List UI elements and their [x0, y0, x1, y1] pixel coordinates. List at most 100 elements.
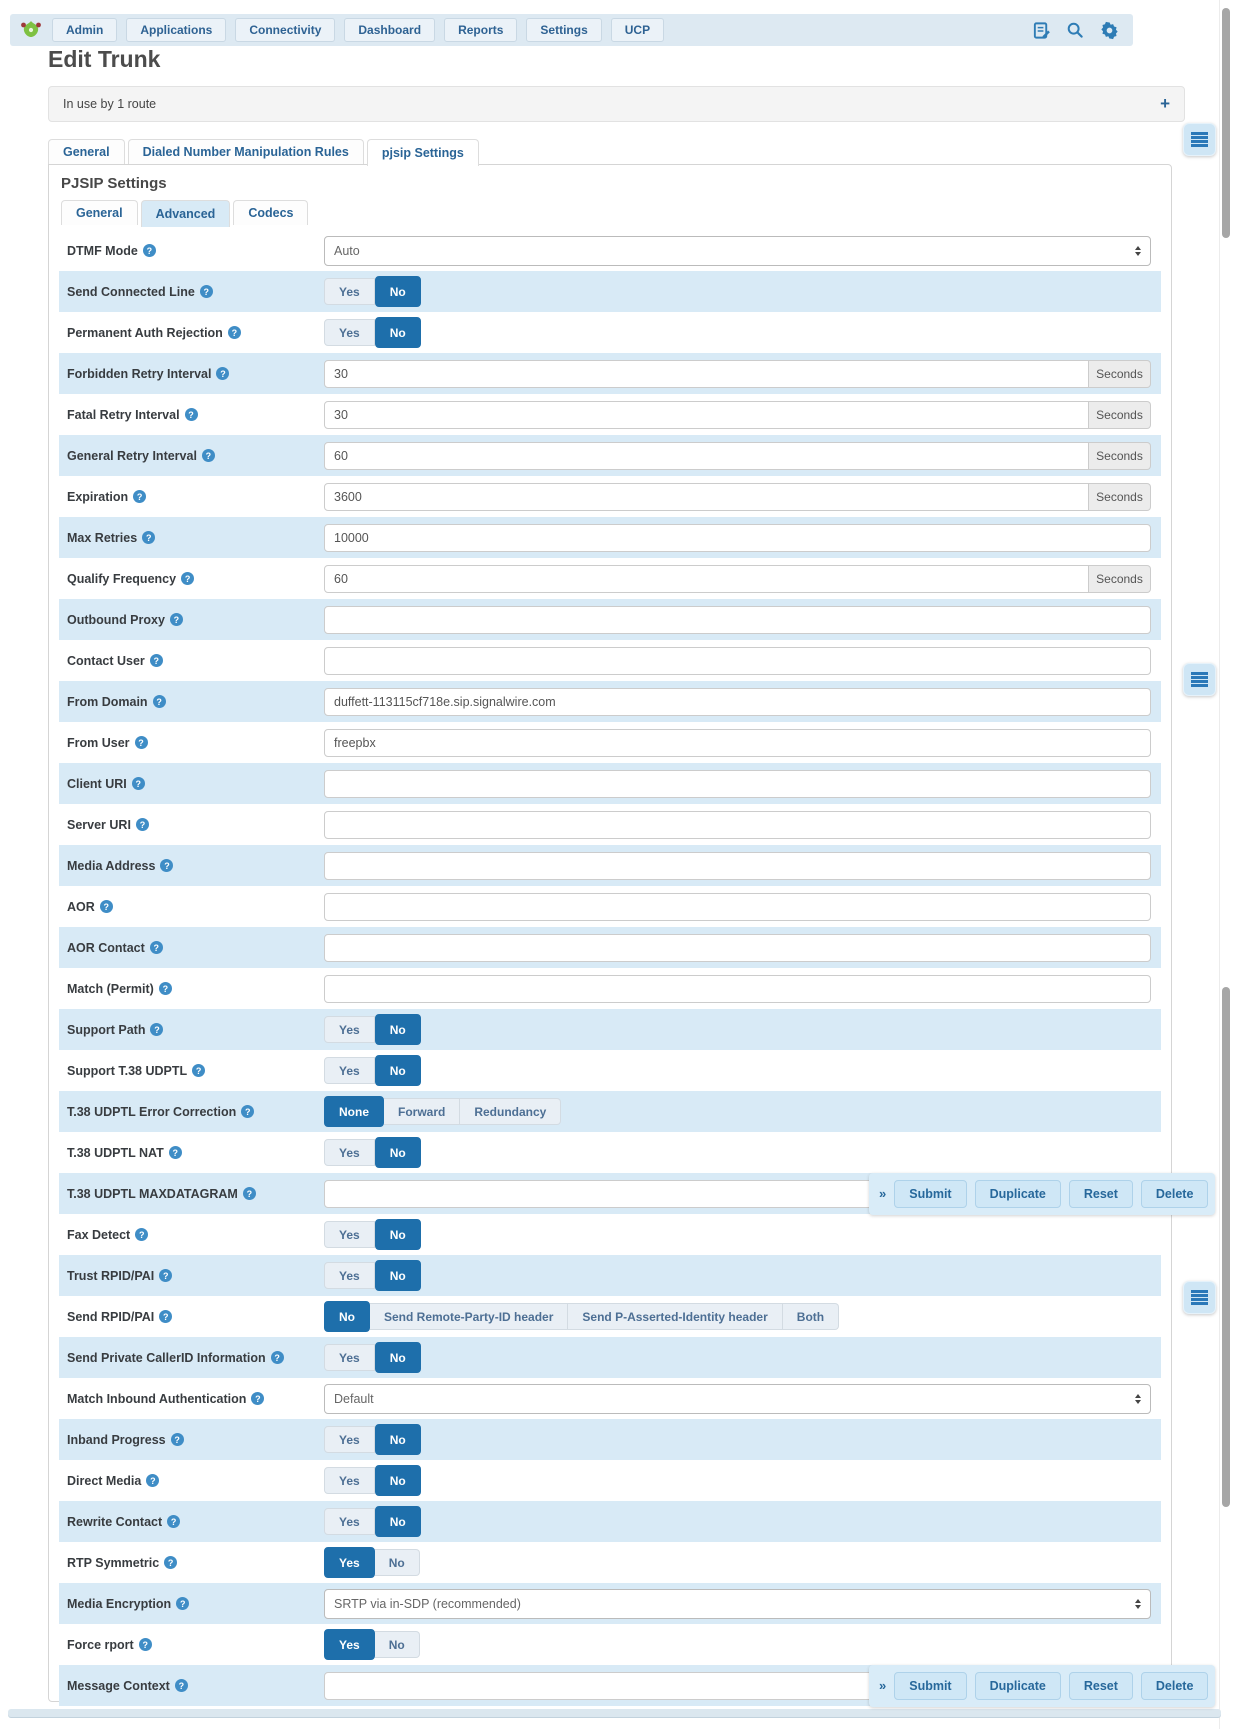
help-icon[interactable]: ? [174, 1679, 188, 1692]
force-rport-no-button[interactable]: No [374, 1631, 420, 1658]
t-38-udptl-nat-no-button[interactable]: No [374, 1137, 421, 1168]
general-retry-interval-input[interactable] [324, 441, 1089, 470]
help-icon[interactable]: ? [149, 941, 163, 954]
help-icon[interactable]: ? [251, 1392, 265, 1405]
send-private-callerid-information-yes-button[interactable]: Yes [324, 1344, 375, 1371]
reset-button[interactable]: Reset [1068, 1179, 1133, 1208]
send-connected-line-yes-button[interactable]: Yes [324, 278, 375, 305]
help-icon[interactable]: ? [176, 1597, 190, 1610]
help-icon[interactable]: ? [99, 900, 113, 913]
plus-icon[interactable]: + [1160, 94, 1170, 113]
help-icon[interactable]: ? [146, 1474, 160, 1487]
fax-detect-yes-button[interactable]: Yes [324, 1221, 375, 1248]
help-icon[interactable]: ? [199, 285, 213, 298]
help-icon[interactable]: ? [133, 490, 147, 503]
submit-button[interactable]: Submit [894, 1671, 967, 1700]
help-icon[interactable]: ? [242, 1187, 256, 1200]
outbound-proxy-input[interactable] [324, 605, 1151, 634]
trust-rpid-pai-no-button[interactable]: No [374, 1260, 421, 1291]
send-private-callerid-information-no-button[interactable]: No [374, 1342, 421, 1373]
menu-item-settings[interactable]: Settings [526, 18, 602, 42]
send-rpid-pai-no-button[interactable]: No [324, 1301, 370, 1332]
inband-progress-yes-button[interactable]: Yes [324, 1426, 375, 1453]
help-icon[interactable]: ? [135, 818, 149, 831]
support-t-38-udptl-yes-button[interactable]: Yes [324, 1057, 375, 1084]
dtmf-mode-select[interactable]: Auto [324, 235, 1151, 266]
help-icon[interactable]: ? [184, 408, 198, 421]
subtab-advanced[interactable]: Advanced [140, 200, 231, 227]
trust-rpid-pai-yes-button[interactable]: Yes [324, 1262, 375, 1289]
help-icon[interactable]: ? [270, 1351, 284, 1364]
rtp-symmetric-yes-button[interactable]: Yes [324, 1547, 375, 1578]
permanent-auth-rejection-yes-button[interactable]: Yes [324, 319, 375, 346]
t-38-udptl-error-correction-forward-button[interactable]: Forward [384, 1098, 461, 1125]
delete-button[interactable]: Delete [1140, 1179, 1209, 1208]
help-icon[interactable]: ? [181, 572, 195, 585]
fax-detect-no-button[interactable]: No [374, 1219, 421, 1250]
delete-button[interactable]: Delete [1140, 1671, 1209, 1700]
subtab-codecs[interactable]: Codecs [233, 200, 309, 225]
t-38-udptl-nat-yes-button[interactable]: Yes [324, 1139, 375, 1166]
duplicate-button[interactable]: Duplicate [974, 1179, 1061, 1208]
freepbx-logo-icon[interactable] [18, 18, 43, 43]
from-domain-input[interactable] [324, 687, 1151, 716]
send-connected-line-no-button[interactable]: No [374, 276, 421, 307]
support-path-yes-button[interactable]: Yes [324, 1016, 375, 1043]
duplicate-button[interactable]: Duplicate [974, 1671, 1061, 1700]
menu-item-applications[interactable]: Applications [126, 18, 227, 42]
rtp-symmetric-no-button[interactable]: No [374, 1549, 420, 1576]
list-view-icon[interactable] [1183, 123, 1216, 156]
search-icon[interactable] [1063, 18, 1087, 42]
menu-item-ucp[interactable]: UCP [610, 18, 665, 42]
rewrite-contact-yes-button[interactable]: Yes [324, 1508, 375, 1535]
help-icon[interactable]: ? [152, 695, 166, 708]
menu-item-admin[interactable]: Admin [52, 18, 118, 42]
force-rport-yes-button[interactable]: Yes [324, 1629, 375, 1660]
help-icon[interactable]: ? [201, 449, 215, 462]
subtab-general[interactable]: General [61, 200, 138, 225]
send-rpid-pai-send-p-asserted-identity-header-button[interactable]: Send P-Asserted-Identity header [568, 1303, 783, 1330]
help-icon[interactable]: ? [227, 326, 241, 339]
contact-user-input[interactable] [324, 646, 1151, 675]
match-permit-input[interactable] [324, 974, 1151, 1003]
list-view-icon[interactable] [1183, 1281, 1216, 1314]
support-t-38-udptl-no-button[interactable]: No [374, 1055, 421, 1086]
help-icon[interactable]: ? [138, 1638, 152, 1651]
rewrite-contact-no-button[interactable]: No [374, 1506, 421, 1537]
help-icon[interactable]: ? [167, 1515, 181, 1528]
help-icon[interactable]: ? [164, 1556, 178, 1569]
send-rpid-pai-both-button[interactable]: Both [782, 1303, 840, 1330]
list-view-icon[interactable] [1183, 663, 1216, 696]
help-icon[interactable]: ? [168, 1146, 182, 1159]
help-icon[interactable]: ? [160, 859, 174, 872]
aor-input[interactable] [324, 892, 1151, 921]
server-uri-input[interactable] [324, 810, 1151, 839]
qualify-frequency-input[interactable] [324, 564, 1089, 593]
help-icon[interactable]: ? [149, 654, 163, 667]
help-icon[interactable]: ? [241, 1105, 255, 1118]
fatal-retry-interval-input[interactable] [324, 400, 1089, 429]
menu-item-dashboard[interactable]: Dashboard [344, 18, 436, 42]
help-icon[interactable]: ? [134, 736, 148, 749]
notes-icon[interactable] [1029, 18, 1053, 42]
menu-item-reports[interactable]: Reports [444, 18, 518, 42]
help-icon[interactable]: ? [142, 244, 156, 257]
scrollbar-thumb[interactable] [1222, 987, 1230, 1507]
support-path-no-button[interactable]: No [374, 1014, 421, 1045]
tab-pjsip-settings[interactable]: pjsip Settings [366, 139, 479, 166]
media-encryption-select[interactable]: SRTP via in-SDP (recommended) [324, 1588, 1151, 1619]
collapse-chevron-icon[interactable]: » [879, 1678, 887, 1693]
help-icon[interactable]: ? [142, 531, 156, 544]
reset-button[interactable]: Reset [1068, 1671, 1133, 1700]
help-icon[interactable]: ? [192, 1064, 206, 1077]
help-icon[interactable]: ? [169, 613, 183, 626]
help-icon[interactable]: ? [216, 367, 230, 380]
usage-panel[interactable]: In use by 1 route + [48, 86, 1185, 122]
tab-general[interactable]: General [48, 139, 125, 164]
client-uri-input[interactable] [324, 769, 1151, 798]
scrollbar-thumb[interactable] [1222, 8, 1230, 238]
menu-item-connectivity[interactable]: Connectivity [235, 18, 336, 42]
forbidden-retry-interval-input[interactable] [324, 359, 1089, 388]
t-38-udptl-error-correction-none-button[interactable]: None [324, 1096, 384, 1127]
help-icon[interactable]: ? [150, 1023, 164, 1036]
